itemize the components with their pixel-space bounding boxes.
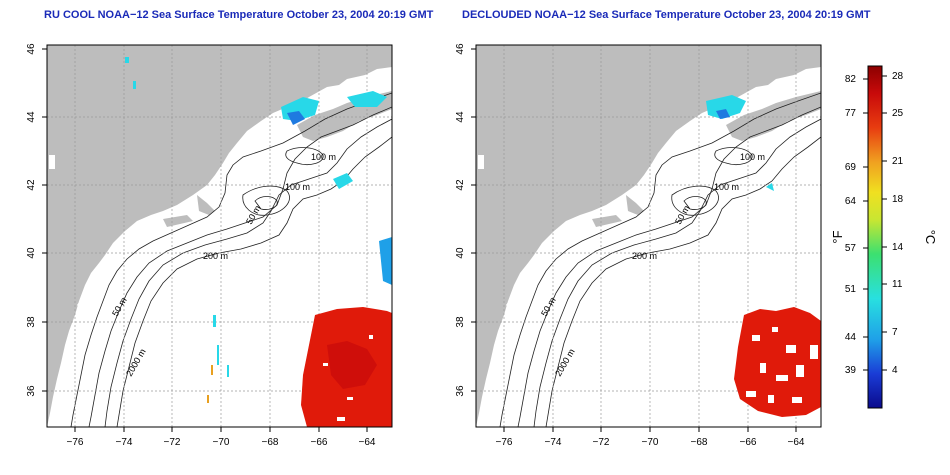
lon-tick-label: −70: [213, 437, 230, 448]
lon-tick-label: −64: [788, 437, 805, 448]
left-panel-title: RU COOL NOAA−12 Sea Surface Temperature …: [44, 9, 434, 21]
right-panel-title: DECLOUDED NOAA−12 Sea Surface Temperatur…: [462, 9, 871, 21]
contour-label: 200 m: [203, 251, 228, 261]
contour-label: 100 m: [285, 182, 310, 192]
fahrenheit-unit-label: °F: [830, 230, 845, 243]
lon-tick-label: −74: [545, 437, 562, 448]
c-tick-label: 21: [892, 156, 904, 167]
lon-tick-label: −72: [593, 437, 610, 448]
lat-tick-label: 46: [455, 43, 466, 55]
lat-tick-label: 42: [455, 179, 466, 191]
lat-tick-label: 40: [455, 247, 466, 259]
lon-tick-label: −76: [496, 437, 513, 448]
lat-tick-label: 40: [26, 247, 37, 259]
f-tick-label: 64: [845, 196, 857, 207]
warm-water-patch: [734, 307, 821, 417]
lon-tick-label: −68: [262, 437, 279, 448]
lon-tick-label: −72: [164, 437, 181, 448]
contour-label: 100 m: [311, 152, 336, 162]
contour-label: 100 m: [714, 182, 739, 192]
left-map-panel: 100 m 100 m 50 m 200 m 50 m 2000 m −76 −…: [26, 43, 393, 448]
lat-tick-label: 44: [26, 111, 37, 123]
colorbar: 82 77 69 64 57 51 44 39 28 25 21 18 14 1…: [830, 65, 938, 409]
c-tick-label: 28: [892, 71, 904, 82]
lon-tick-label: −64: [359, 437, 376, 448]
lat-tick-label: 42: [26, 179, 37, 191]
lon-tick-label: −66: [740, 437, 757, 448]
f-tick-label: 39: [845, 365, 857, 376]
f-tick-label: 44: [845, 332, 857, 343]
lon-tick-label: −70: [642, 437, 659, 448]
right-map-panel: 100 m 100 m 50 m 200 m 50 m 2000 m −76 −…: [455, 43, 822, 448]
c-tick-label: 7: [892, 327, 898, 338]
f-tick-label: 77: [845, 108, 857, 119]
c-tick-label: 18: [892, 194, 904, 205]
colorbar-gradient: [867, 65, 883, 409]
f-tick-label: 51: [845, 284, 857, 295]
lat-tick-label: 44: [455, 111, 466, 123]
lon-tick-label: −74: [116, 437, 133, 448]
c-tick-label: 25: [892, 108, 904, 119]
lat-tick-label: 38: [26, 316, 37, 328]
lon-tick-label: −76: [67, 437, 84, 448]
f-tick-label: 57: [845, 243, 857, 254]
lon-tick-label: −66: [311, 437, 328, 448]
celsius-unit-label: °C: [923, 230, 938, 245]
lat-tick-label: 36: [455, 385, 466, 397]
lon-tick-label: −68: [691, 437, 708, 448]
c-tick-label: 11: [892, 279, 903, 290]
lat-tick-label: 46: [26, 43, 37, 55]
contour-label: 100 m: [740, 152, 765, 162]
f-tick-label: 69: [845, 162, 857, 173]
lat-tick-label: 36: [26, 385, 37, 397]
f-tick-label: 82: [845, 74, 857, 85]
c-tick-label: 4: [892, 365, 898, 376]
lat-tick-label: 38: [455, 316, 466, 328]
contour-label: 200 m: [632, 251, 657, 261]
c-tick-label: 14: [892, 242, 904, 253]
